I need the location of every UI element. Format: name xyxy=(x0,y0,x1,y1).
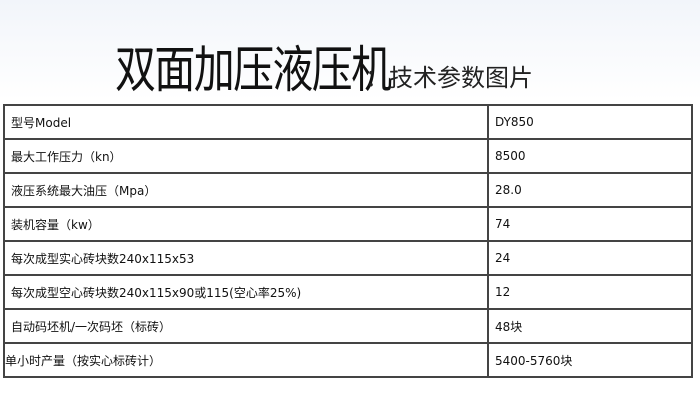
table-row: 型号Model DY850 xyxy=(3,104,693,140)
spec-table: 型号Model DY850 最大工作压力（kn） 8500 液压系统最大油压（Mpa… xyxy=(3,104,693,378)
table-row: 液压系统最大油压（Mpa） 28.0 xyxy=(3,172,693,208)
spec-value: DY850 xyxy=(487,104,693,140)
table-row: 每次成型实心砖块数240x115x53 24 xyxy=(3,240,693,276)
spec-value: 24 xyxy=(487,240,693,276)
spec-label: 最大工作压力（kn） xyxy=(3,138,489,174)
spec-value: 74 xyxy=(487,206,693,242)
table-row: 自动码坯机/一次码坯（标砖） 48块 xyxy=(3,308,693,344)
spec-label: 每次成型空心砖块数240x115x90或115(空心率25%) xyxy=(3,274,489,310)
spec-label: 装机容量（kw） xyxy=(3,206,489,242)
spec-value: 12 xyxy=(487,274,693,310)
table-row: 最大工作压力（kn） 8500 xyxy=(3,138,693,174)
spec-value: 8500 xyxy=(487,138,693,174)
spec-label: 自动码坯机/一次码坯（标砖） xyxy=(3,308,489,344)
table-row: 装机容量（kw） 74 xyxy=(3,206,693,242)
spec-value: 48块 xyxy=(487,308,693,344)
spec-value: 28.0 xyxy=(487,172,693,208)
spec-label: 每次成型实心砖块数240x115x53 xyxy=(3,240,489,276)
page-subtitle: ：技术参数图片 xyxy=(365,64,533,92)
spec-label: 型号Model xyxy=(3,104,489,140)
spec-value: 5400-5760块 xyxy=(487,342,693,378)
table-row: 每次成型空心砖块数240x115x90或115(空心率25%) 12 xyxy=(3,274,693,310)
spec-label: 单小时产量（按实心标砖计） xyxy=(3,342,489,378)
page-title: 双面加压液压机 xyxy=(115,41,392,99)
spec-label: 液压系统最大油压（Mpa） xyxy=(3,172,489,208)
table-row: 单小时产量（按实心标砖计） 5400-5760块 xyxy=(3,342,693,378)
